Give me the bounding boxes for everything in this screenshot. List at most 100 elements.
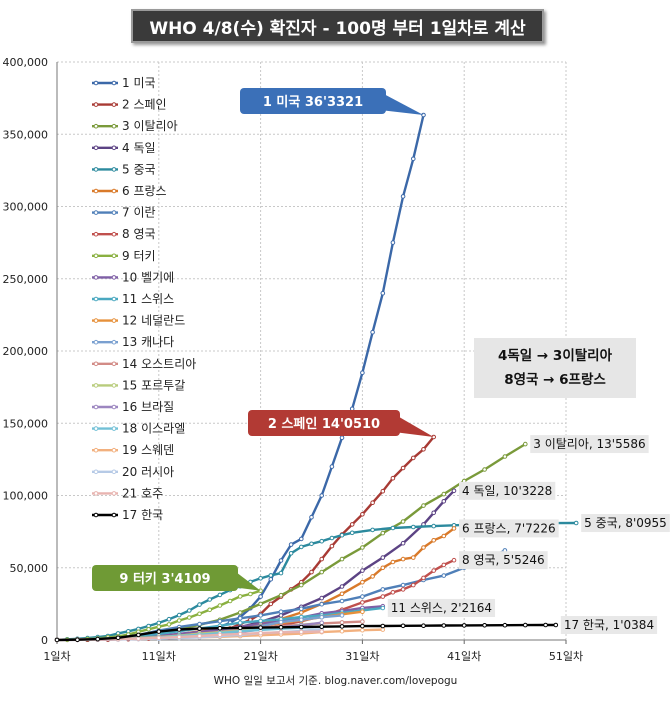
- data-point: [400, 582, 406, 588]
- legend-item: 1 미국: [92, 76, 156, 90]
- data-point: [176, 627, 182, 632]
- data-point: [360, 579, 365, 585]
- data-point: [95, 636, 100, 642]
- end-label-text: 17 한국, 1'0384: [564, 618, 654, 632]
- legend-swatch-point: [111, 145, 117, 151]
- end-label-bg: [459, 551, 548, 570]
- legend-label: 18 이스라엘: [122, 422, 185, 436]
- data-point: [176, 634, 182, 640]
- data-point: [441, 573, 447, 578]
- chart-footer: WHO 일일 보고서 기준. blog.naver.com/lovepogu: [213, 675, 458, 687]
- end-label-bg: [560, 615, 658, 634]
- data-point: [380, 488, 386, 494]
- legend-item: 8 영국: [92, 227, 156, 241]
- data-point: [319, 614, 325, 620]
- legend-swatch-point: [93, 80, 99, 86]
- legend-label: 16 브라질: [122, 400, 174, 414]
- data-point: [400, 587, 406, 592]
- callout-box: [240, 88, 386, 114]
- legend-swatch-point: [111, 383, 117, 388]
- end-label-text: 4 독일, 10'3228: [462, 484, 552, 498]
- data-point: [217, 632, 223, 638]
- data-point: [421, 447, 426, 452]
- legend-item: 15 포르투갈: [92, 378, 185, 392]
- data-point: [329, 543, 335, 549]
- note-box: 4독일 → 3이탈리아 8영국 → 6프랑스: [474, 338, 636, 398]
- data-point: [319, 601, 325, 607]
- data-point: [319, 629, 325, 634]
- data-point: [258, 618, 263, 624]
- data-point: [390, 559, 396, 565]
- legend-swatch-point: [93, 512, 99, 518]
- legend-item: 18 이스라엘: [92, 422, 185, 436]
- legend-label: 12 네덜란드: [122, 314, 185, 328]
- data-point: [288, 542, 294, 547]
- legend-item: 9 터키: [92, 249, 156, 263]
- data-point: [339, 591, 345, 597]
- data-point: [360, 594, 365, 599]
- data-point: [187, 608, 192, 613]
- data-point: [319, 620, 325, 626]
- data-point: [360, 370, 365, 376]
- data-point: [451, 557, 457, 563]
- data-point: [54, 637, 60, 643]
- data-point: [411, 455, 416, 461]
- data-point: [299, 610, 304, 615]
- data-point: [370, 527, 375, 533]
- data-point: [166, 616, 172, 622]
- data-point: [339, 598, 345, 604]
- data-point: [502, 622, 508, 628]
- data-point: [258, 588, 263, 594]
- data-point: [319, 595, 325, 601]
- y-tick-label: 300,000: [3, 201, 49, 214]
- end-label-text: 5 중국, 8'0955: [584, 516, 667, 530]
- legend-swatch-point: [111, 447, 117, 453]
- legend-item: 12 네덜란드: [92, 314, 185, 328]
- data-point: [421, 575, 426, 581]
- data-point: [523, 441, 528, 447]
- data-point: [166, 622, 172, 627]
- callout-text: 2 스페인 14'0510: [268, 416, 380, 432]
- data-point: [309, 541, 314, 547]
- data-point: [278, 625, 284, 630]
- data-point: [268, 573, 274, 578]
- note-line-1: 4독일 → 3이탈리아: [497, 348, 613, 364]
- legend-swatch-point: [111, 275, 117, 280]
- data-point: [400, 519, 406, 524]
- data-point: [115, 635, 121, 641]
- end-label: 4 독일, 10'3228: [459, 481, 556, 500]
- data-point: [319, 624, 325, 630]
- legend-swatch-point: [93, 339, 99, 345]
- data-point: [380, 627, 386, 632]
- data-point: [237, 620, 243, 626]
- data-point: [360, 568, 365, 573]
- series-1: [54, 112, 426, 643]
- legend-item: 4 독일: [92, 141, 156, 155]
- legend-swatch-point: [93, 469, 99, 475]
- data-point: [400, 623, 406, 629]
- data-point: [502, 454, 508, 459]
- legend-swatch-point: [111, 188, 117, 194]
- legend-label: 5 중국: [122, 162, 156, 176]
- data-point: [380, 530, 386, 536]
- data-point: [217, 603, 223, 608]
- data-point: [319, 569, 325, 575]
- legend-item: 21 호주: [92, 486, 163, 500]
- legend-label: 17 한국: [122, 508, 163, 522]
- callout-pointer: [394, 414, 434, 437]
- data-point: [217, 592, 223, 598]
- data-point: [319, 493, 325, 498]
- end-label: 5 중국, 8'0955: [581, 514, 670, 533]
- axis-layer: 0 50,000 100,000 150,000 200,000 250,000 300,0…: [3, 56, 584, 663]
- end-label: 8 영국, 5'5246: [459, 551, 548, 570]
- end-label-bg: [459, 519, 559, 538]
- legend-label: 10 벨기에: [122, 270, 174, 284]
- legend-label: 14 오스트리아: [122, 357, 196, 371]
- legend-item: 10 벨기에: [92, 270, 174, 284]
- legend-label: 21 호주: [122, 486, 163, 500]
- legend-swatch-point: [111, 491, 117, 496]
- data-point: [156, 629, 162, 634]
- data-point: [390, 240, 396, 245]
- legend-swatch-point: [111, 426, 117, 431]
- y-tick-label: 50,000: [10, 562, 49, 575]
